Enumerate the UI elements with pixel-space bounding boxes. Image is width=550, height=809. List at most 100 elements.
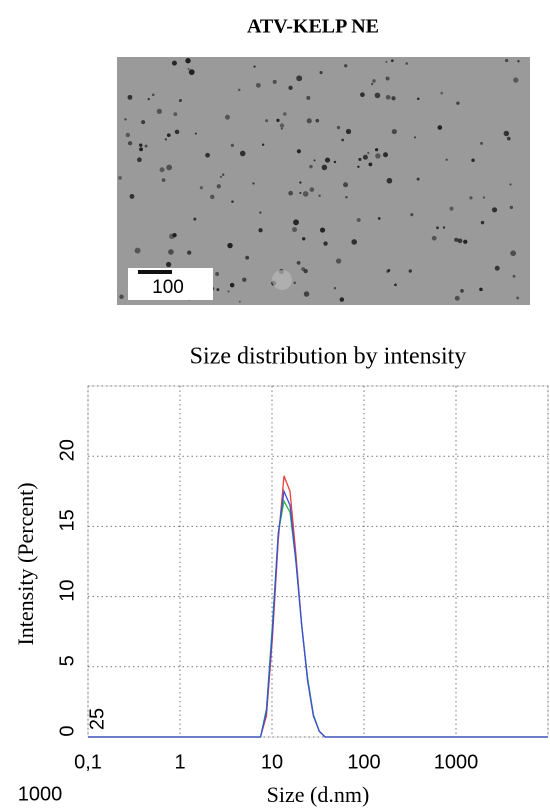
particle: [288, 190, 293, 196]
x-axis-label: Size (d.nm): [267, 782, 370, 807]
particle: [280, 127, 283, 130]
particle: [134, 247, 141, 254]
particle: [319, 71, 323, 75]
particle: [506, 136, 511, 141]
particle: [253, 65, 256, 68]
particle: [139, 147, 143, 152]
particle: [166, 164, 173, 171]
y-tick-label: 15: [56, 509, 78, 531]
particle: [371, 82, 374, 86]
particle: [242, 277, 247, 282]
particle: [265, 119, 269, 123]
particle: [301, 267, 305, 271]
particle: [174, 129, 180, 135]
particle: [494, 265, 500, 271]
series-line: [88, 475, 548, 738]
particle: [509, 183, 512, 186]
particle: [436, 226, 439, 230]
particle: [230, 143, 235, 147]
particle: [288, 85, 293, 90]
particle: [119, 294, 124, 300]
particle: [147, 97, 150, 101]
particle: [405, 62, 409, 65]
particle: [164, 138, 168, 141]
particle: [360, 92, 365, 98]
particle: [454, 295, 460, 301]
particle: [215, 272, 220, 276]
particle: [216, 184, 221, 189]
particle: [333, 287, 337, 290]
particle: [178, 98, 182, 103]
series-line: [88, 488, 548, 738]
particle: [231, 200, 234, 203]
particle: [386, 177, 393, 184]
y-tick-label: 10: [56, 579, 78, 601]
particle: [315, 118, 320, 123]
particle: [306, 95, 311, 100]
particle: [480, 141, 484, 145]
particle: [333, 160, 337, 164]
particle: [335, 258, 342, 264]
particle: [413, 136, 417, 139]
x-tick-label: 1000: [434, 751, 479, 773]
particle: [227, 242, 233, 249]
particle: [306, 118, 312, 124]
particle: [227, 290, 230, 293]
particle: [382, 152, 388, 158]
particle: [457, 238, 463, 244]
particle: [445, 158, 448, 161]
particle: [187, 67, 190, 71]
particle: [410, 213, 414, 217]
particle: [471, 158, 475, 162]
particle: [299, 181, 302, 184]
particle: [299, 191, 302, 195]
particle: [303, 291, 310, 297]
particle: [391, 128, 397, 135]
particle: [219, 175, 223, 179]
particle: [463, 239, 468, 244]
particle: [166, 133, 171, 138]
x-tick-label: 10: [261, 751, 283, 773]
tem-image: [117, 57, 530, 305]
particle: [341, 138, 344, 142]
particle: [124, 118, 127, 121]
particle: [238, 300, 241, 303]
particle: [276, 118, 280, 123]
particle: [509, 205, 514, 210]
particle: [367, 151, 370, 155]
y-tick-label: 0: [56, 725, 78, 736]
particle: [272, 79, 277, 84]
particle: [503, 130, 510, 137]
particle: [362, 154, 368, 160]
particle: [510, 250, 517, 257]
y-tick-label: 20: [56, 439, 78, 461]
particle: [261, 143, 265, 146]
particle: [491, 207, 498, 213]
particle: [309, 187, 315, 192]
plot-frame: [87, 385, 549, 738]
particle: [394, 283, 397, 287]
particle: [279, 123, 285, 128]
particle: [339, 297, 345, 302]
particle: [416, 97, 420, 101]
particle: [377, 217, 381, 220]
particle: [161, 178, 166, 182]
particle: [336, 125, 341, 130]
image-background: [117, 57, 530, 305]
particle: [386, 270, 390, 273]
scale-bar-label: 100: [152, 277, 184, 298]
particle: [454, 237, 459, 242]
particle: [238, 88, 241, 92]
particle: [137, 157, 142, 163]
particle: [222, 173, 225, 176]
particle: [127, 94, 133, 100]
figure-title: ATV-KELP NE: [247, 16, 379, 38]
particle: [193, 217, 197, 221]
particle: [296, 260, 301, 265]
x-tick-label: 1: [174, 751, 185, 773]
stray-label: 1000: [18, 783, 63, 805]
x-tick-label: 0,1: [74, 751, 102, 773]
particle: [291, 227, 298, 233]
particle: [156, 108, 162, 114]
